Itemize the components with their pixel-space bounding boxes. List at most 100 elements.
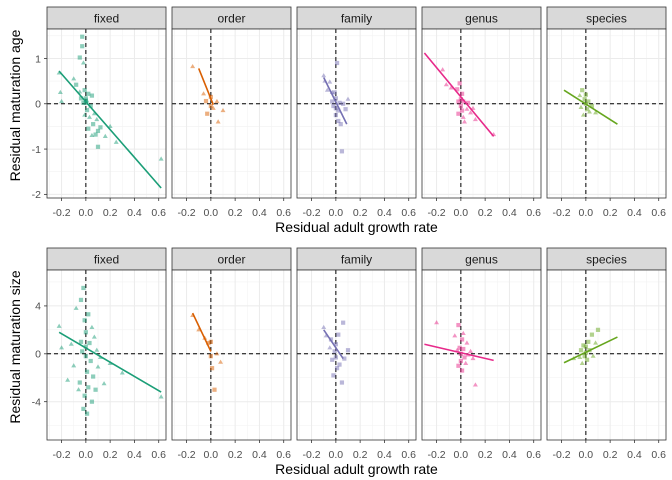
data-point-square xyxy=(88,103,93,109)
x-axis-title: Residual adult growth rate xyxy=(275,461,438,477)
panel-species: species -0.2 0.0 0.2 0.4 0.6 xyxy=(546,6,667,219)
data-point-square xyxy=(337,362,342,367)
x-tick-label: 0.0 xyxy=(579,449,594,461)
data-point-triangle xyxy=(201,91,207,96)
facet-strip-label: species xyxy=(586,253,627,267)
panel-genus: genus -0.2 0.0 0.2 0.4 0.6 xyxy=(421,6,542,219)
data-point-square xyxy=(81,100,86,105)
facet-strip-label: species xyxy=(586,12,627,26)
data-point-triangle xyxy=(94,347,100,352)
y-tick-label: -1 xyxy=(32,144,41,156)
data-point-square xyxy=(461,346,466,352)
x-tick-label: -0.2 xyxy=(53,449,71,461)
data-point-square xyxy=(88,358,93,364)
data-point-square xyxy=(208,103,213,109)
x-tick-label: 0.0 xyxy=(79,449,94,461)
data-point-square xyxy=(586,339,591,344)
data-point-square xyxy=(86,126,91,131)
data-point-triangle xyxy=(472,117,478,122)
data-point-square xyxy=(84,411,90,416)
data-point-square xyxy=(459,337,465,342)
data-point-square xyxy=(336,332,341,337)
data-point-square xyxy=(581,343,586,348)
data-point-triangle xyxy=(464,106,470,111)
data-point-triangle xyxy=(580,112,586,117)
data-point-square xyxy=(78,96,84,101)
x-axis-title: Residual adult growth rate xyxy=(275,219,438,235)
data-point-triangle xyxy=(593,340,599,345)
data-point-square xyxy=(83,354,88,359)
data-point-triangle xyxy=(443,82,449,87)
data-point-triangle xyxy=(80,60,86,65)
data-point-square xyxy=(80,349,85,354)
x-tick-label: 0.4 xyxy=(377,449,392,461)
y-tick-label: 1 xyxy=(35,53,41,65)
data-point-triangle xyxy=(113,139,119,144)
data-point-square xyxy=(208,339,213,344)
data-point-square xyxy=(83,96,88,101)
data-point-triangle xyxy=(321,324,327,330)
data-point-triangle xyxy=(578,104,584,109)
facet-strip-label: family xyxy=(341,253,372,267)
regression-line xyxy=(197,68,215,105)
data-point-square xyxy=(83,330,88,335)
x-tick-label: 0.2 xyxy=(103,449,118,461)
x-tick-label: 0.2 xyxy=(603,207,618,219)
x-tick-label: -0.2 xyxy=(303,449,321,461)
data-point-triangle xyxy=(440,67,446,72)
panel-border xyxy=(171,28,292,199)
data-point-triangle xyxy=(468,348,474,353)
data-point-square xyxy=(95,144,101,149)
data-point-triangle xyxy=(215,119,221,124)
data-point-triangle xyxy=(327,79,333,84)
y-tick-label: 0 xyxy=(35,349,41,361)
data-point-triangle xyxy=(71,363,77,368)
x-tick-label: 0.0 xyxy=(454,207,469,219)
x-tick-label: 0.4 xyxy=(252,207,267,219)
data-point-square xyxy=(208,354,213,359)
data-point-triangle xyxy=(468,110,474,115)
panel-border xyxy=(46,269,167,441)
data-point-square xyxy=(339,380,345,385)
data-point-square xyxy=(341,320,346,325)
data-point-square xyxy=(89,93,95,98)
regression-line xyxy=(191,312,212,352)
x-tick-label: 0.0 xyxy=(329,449,344,461)
x-tick-label: 0.2 xyxy=(353,449,368,461)
data-point-square xyxy=(78,339,84,344)
data-point-square xyxy=(80,34,85,39)
data-point-triangle xyxy=(65,377,71,382)
panel-border xyxy=(296,28,417,199)
chart-row-2: fixed -0.2 0.0 0.2 0.4 0.6 -4 0 4 order -0.2 0.0 0.2… xyxy=(7,247,667,477)
regression-line xyxy=(323,329,344,360)
y-tick-label: -2 xyxy=(32,189,41,201)
regression-line xyxy=(563,89,618,125)
data-point-square xyxy=(330,99,335,104)
data-point-square xyxy=(209,366,215,371)
data-point-square xyxy=(456,363,461,368)
panel-background xyxy=(172,270,291,440)
x-tick-label: 0.0 xyxy=(204,449,219,461)
x-tick-label: 0.6 xyxy=(401,207,416,219)
data-point-triangle xyxy=(345,96,351,101)
data-point-square xyxy=(82,88,87,93)
data-point-triangle xyxy=(101,381,107,386)
data-point-square xyxy=(595,327,601,332)
x-tick-label: 0.2 xyxy=(353,207,368,219)
data-point-square xyxy=(586,99,591,104)
data-point-square xyxy=(459,91,465,96)
data-point-square xyxy=(82,393,87,398)
x-tick-label: 0.0 xyxy=(204,207,219,219)
data-point-square xyxy=(457,81,462,86)
data-point-triangle xyxy=(579,360,585,365)
data-point-triangle xyxy=(214,98,220,104)
data-point-triangle xyxy=(587,109,592,114)
data-point-square xyxy=(91,122,96,127)
y-axis-title: Residual maturation size xyxy=(7,270,23,424)
x-tick-label: -0.2 xyxy=(178,207,196,219)
regression-line xyxy=(58,331,162,393)
data-point-triangle xyxy=(68,341,74,346)
data-point-triangle xyxy=(327,345,333,350)
x-tick-label: 0.6 xyxy=(651,207,666,219)
